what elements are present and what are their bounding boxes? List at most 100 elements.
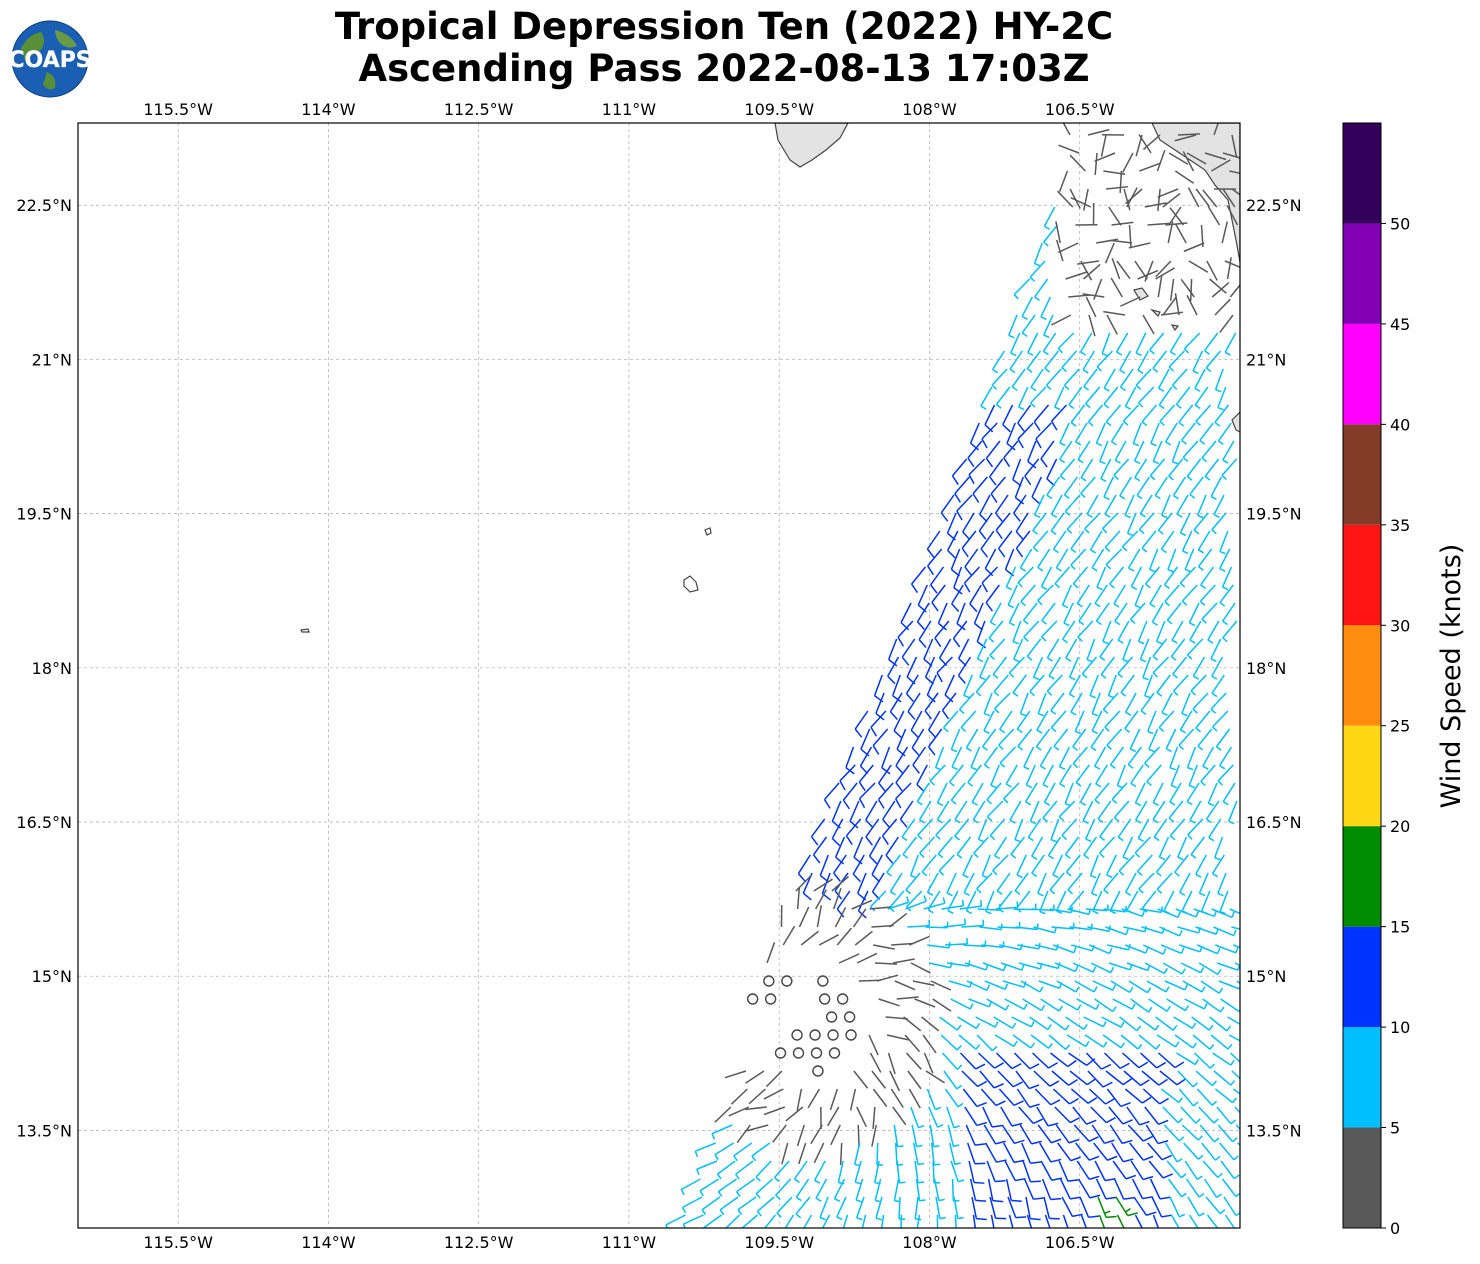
wind-barb <box>962 1088 987 1108</box>
wind-barb <box>1087 128 1110 136</box>
wind-barb <box>1037 1124 1062 1144</box>
wind-barb <box>1124 386 1137 410</box>
wind-barb <box>948 764 964 787</box>
wind-barb <box>1136 476 1150 500</box>
wind-barb <box>1053 728 1069 751</box>
wind-barb <box>1237 1142 1240 1147</box>
wind-barb <box>1162 192 1181 208</box>
wind-barb <box>1220 998 1240 1012</box>
wind-barb <box>1091 692 1101 717</box>
wind-barb <box>1196 944 1221 955</box>
wind-barb <box>1066 512 1083 534</box>
wind-barb <box>1014 476 1025 505</box>
wind-barb <box>919 836 936 858</box>
wind-barb <box>961 919 985 928</box>
wind-barb <box>1002 404 1014 433</box>
wind-barb <box>911 728 925 757</box>
wind-barb <box>1115 332 1129 356</box>
wind-barb <box>889 1070 901 1092</box>
wind-barb <box>1068 656 1080 681</box>
x-axis-bottom-ticks: 115.5°W 114°W 112.5°W 111°W 109.5°W 108°W 106.… <box>143 1233 1114 1252</box>
wind-barb <box>1211 674 1225 698</box>
wind-barb <box>1229 1052 1240 1064</box>
wind-barb <box>1093 1142 1118 1161</box>
wind-barb <box>1127 1124 1153 1142</box>
wind-barb <box>1056 190 1074 208</box>
wind-barb <box>1177 133 1201 136</box>
y-tick-label-left: 19.5°N <box>16 505 72 524</box>
wind-barb <box>1094 746 1107 770</box>
wind-barb <box>1129 728 1141 753</box>
wind-barb <box>1188 602 1200 627</box>
wind-barb <box>1175 908 1200 918</box>
wind-barb <box>929 1124 940 1148</box>
wind-barb <box>1205 800 1220 824</box>
wind-barb <box>855 1196 865 1221</box>
wind-barb <box>971 782 984 806</box>
wind-barb <box>1097 800 1112 824</box>
wind-barb <box>1068 674 1081 698</box>
wind-barb <box>1189 620 1202 644</box>
wind-barb <box>1055 239 1064 262</box>
wind-barb <box>1119 1016 1142 1032</box>
wind-barb <box>892 958 915 964</box>
y-tick-label-right: 19.5°N <box>1246 505 1302 524</box>
wind-barb <box>1021 296 1033 320</box>
wind-barb <box>979 656 990 681</box>
wind-barb <box>1147 1142 1172 1161</box>
wind-barb <box>1080 458 1094 482</box>
wind-barb <box>745 1070 765 1084</box>
wind-barb <box>989 1196 1007 1220</box>
wind-barb <box>1208 818 1222 842</box>
wind-barb <box>1219 314 1234 334</box>
wind-barb <box>1007 1196 1027 1219</box>
wind-barb <box>997 1070 1023 1088</box>
y-tick-label-left: 18°N <box>32 659 72 678</box>
wind-barb <box>1186 458 1202 481</box>
wind-barb <box>1020 980 1044 993</box>
wind-barb <box>1087 1070 1113 1088</box>
wind-barb <box>1025 764 1036 789</box>
wind-barb <box>1031 836 1044 860</box>
wind-barb <box>1125 188 1143 205</box>
wind-barb <box>744 1106 767 1111</box>
wind-barb <box>1095 422 1106 447</box>
wind-barb <box>988 620 1004 643</box>
wind-barb <box>1169 332 1183 356</box>
wind-barb <box>972 476 988 503</box>
wind-barb <box>1130 1160 1154 1181</box>
wind-barb <box>1109 890 1121 915</box>
wind-barb <box>1050 512 1065 535</box>
wind-barb <box>1065 271 1087 280</box>
wind-barb <box>1186 152 1207 165</box>
wind-barb <box>1106 1088 1131 1108</box>
wind-barb <box>928 710 941 739</box>
wind-barb <box>1178 404 1194 427</box>
x-axis-top-ticks: 115.5°W 114°W 112.5°W 111°W 109.5°W 108°W 106.… <box>143 100 1114 119</box>
wind-barb <box>961 1070 988 1088</box>
wind-barb <box>944 674 955 703</box>
lat-lon-grid <box>78 123 1240 1228</box>
wind-barb <box>1137 269 1159 280</box>
wind-barb <box>1178 1088 1199 1107</box>
wind-barb <box>1099 638 1114 661</box>
wind-barb <box>1058 800 1076 822</box>
wind-barb <box>958 1034 981 1050</box>
wind-barb <box>992 854 1009 876</box>
wind-barb <box>1179 710 1193 734</box>
wind-barb <box>1062 123 1071 136</box>
wind-barb <box>1026 638 1042 661</box>
wind-barb <box>1108 1106 1133 1125</box>
mexico-mainland <box>1151 123 1240 263</box>
wind-barb <box>1229 283 1240 298</box>
wind-barb <box>1153 818 1168 842</box>
wind-barb <box>1124 692 1137 716</box>
wind-barb <box>1031 854 1045 878</box>
wind-barb <box>1108 206 1122 226</box>
wind-barb <box>1183 332 1201 354</box>
wind-barb <box>926 530 941 558</box>
wind-barb <box>905 1052 922 1070</box>
wind-barb <box>1207 620 1220 644</box>
wind-barb <box>893 710 905 739</box>
wind-barb <box>1217 1124 1238 1143</box>
